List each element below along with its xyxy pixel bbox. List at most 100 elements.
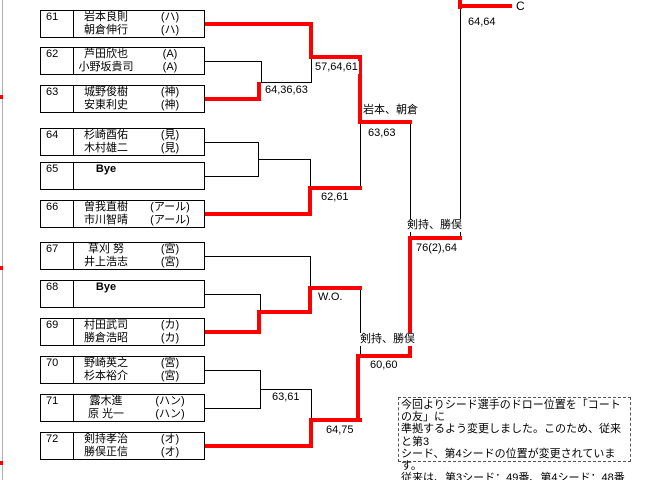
winner-path-line <box>309 55 362 59</box>
winner-path-line <box>309 418 362 422</box>
entry-divider <box>73 129 74 155</box>
bracket-line <box>258 159 310 160</box>
player-name: 城野俊樹 <box>84 86 128 98</box>
player-name: 剣持孝治 <box>84 433 128 445</box>
entry-number: 69 <box>46 319 59 331</box>
affiliation: (宮) <box>160 243 180 255</box>
entry-number: 65 <box>46 163 59 175</box>
entry-number: 70 <box>46 357 59 369</box>
winner-path-line <box>205 212 312 216</box>
winner-path-line <box>257 82 261 101</box>
entry-box: 61 岩本良則 (ハ) 朝倉伸行 (ハ) <box>40 10 205 38</box>
bracket-line <box>205 256 310 257</box>
entry-box: 62 芦田欣也 (A) 小野坂貴司 (A) <box>40 47 205 75</box>
affiliation: (アール) <box>150 214 190 226</box>
entry-box: 72 剣持孝治 (オ) 勝俣正信 (オ) <box>40 432 205 460</box>
entry-box: 65 Bye <box>40 162 205 190</box>
bracket-line <box>205 142 258 143</box>
player-name: 木村雄二 <box>84 142 128 154</box>
edge-marker <box>0 266 3 270</box>
affiliation: (A) <box>162 48 178 60</box>
bracket-line <box>310 256 311 288</box>
entry-number: 63 <box>46 86 59 98</box>
player-name: 安東利史 <box>84 99 128 111</box>
edge-marker <box>0 461 3 465</box>
bracket-line <box>205 408 260 409</box>
affiliation: (宮) <box>160 357 180 369</box>
affiliation: (ハ) <box>160 24 180 36</box>
player-name: 杉崎酉佑 <box>84 129 128 141</box>
entry-divider <box>73 395 74 421</box>
winner-path-line <box>205 97 261 101</box>
score-label: 76(2),64 <box>415 242 458 255</box>
winner-path-line <box>308 186 362 190</box>
page-edge-line <box>2 0 3 480</box>
bracket-line <box>205 370 260 371</box>
entry-box: 70 野崎英之 (宮) 杉本裕介 (宮) <box>40 356 205 384</box>
player-name: 勝俣正信 <box>84 446 128 458</box>
player-name: 井上浩志 <box>84 256 128 268</box>
note-box: 今回よりシード選手のドロー位置を「コートの友」に 準拠するよう変更しました。この… <box>398 397 631 480</box>
player-name: 岩本良則 <box>84 11 128 23</box>
entry-box: 63 城野俊樹 (神) 安東利史 (神) <box>40 85 205 113</box>
affiliation: (神) <box>160 86 180 98</box>
entry-divider <box>73 86 74 112</box>
score-label: 64,64 <box>467 16 497 29</box>
entry-divider <box>73 163 74 189</box>
winner-path-line <box>205 330 261 334</box>
bracket-line <box>360 124 361 188</box>
score-label: W.O. <box>317 291 344 304</box>
affiliation: (見) <box>160 142 180 154</box>
entry-box: 67 草刈 努 (宮) 井上浩志 (宮) <box>40 242 205 270</box>
winner-label: 剣持、勝俣 <box>406 219 463 232</box>
bracket-line <box>360 288 361 355</box>
affiliation: (A) <box>162 61 178 73</box>
score-label: 60,60 <box>369 359 399 372</box>
affiliation: (宮) <box>160 256 180 268</box>
affiliation: (オ) <box>160 446 180 458</box>
affiliation: (神) <box>160 99 180 111</box>
player-name: 市川智晴 <box>84 214 128 226</box>
player-name: 小野坂貴司 <box>78 61 134 73</box>
entry-box: 69 村田武司 (カ) 勝倉浩昭 (カ) <box>40 318 205 346</box>
winner-path-line <box>309 22 313 59</box>
bracket-line <box>260 389 311 390</box>
affiliation: (ハン) <box>155 408 185 420</box>
winner-path-line <box>358 55 362 124</box>
bracket-line <box>261 61 262 83</box>
note-line: 準拠するよう変更しました。このため、従来と第3 <box>401 423 621 448</box>
note-line: 今回よりシード選手のドロー位置を「コートの友」に <box>401 399 621 424</box>
player-name: 芦田欣也 <box>84 48 128 60</box>
player-name: 草刈 努 <box>87 243 125 255</box>
winner-label: 岩本、朝倉 <box>362 104 419 117</box>
player-name: 杉本裕介 <box>84 370 128 382</box>
entry-divider <box>73 281 74 307</box>
winner-path-line <box>408 236 462 240</box>
affiliation: (宮) <box>160 370 180 382</box>
note-line: 従来は、第3シード：49番、第4シード：48番でした <box>401 472 625 480</box>
player-name: 露木進 <box>89 395 123 407</box>
champion-mark: C <box>515 0 526 13</box>
affiliation: (ハン) <box>155 395 185 407</box>
bye-label: Bye <box>95 163 117 175</box>
player-name: 曽我直樹 <box>84 201 128 213</box>
entry-box: 64 杉崎酉佑 (見) 木村雄二 (見) <box>40 128 205 156</box>
bracket-line <box>311 57 312 83</box>
edge-marker <box>0 95 3 99</box>
winner-path-line <box>408 236 412 358</box>
bracket-line <box>205 176 258 177</box>
bracket-line <box>311 389 312 420</box>
player-name: 村田武司 <box>84 319 128 331</box>
player-name: 勝倉浩昭 <box>84 332 128 344</box>
score-label: 64,36,63 <box>264 84 309 97</box>
entry-number: 68 <box>46 281 59 293</box>
entry-divider <box>73 11 74 37</box>
affiliation: (ハ) <box>160 11 180 23</box>
winner-path-line <box>458 4 512 8</box>
affiliation: (カ) <box>160 319 180 331</box>
score-label: 64,75 <box>325 424 355 437</box>
player-name: 朝倉伸行 <box>84 24 128 36</box>
affiliation: (オ) <box>160 433 180 445</box>
entry-number: 61 <box>46 11 59 23</box>
entry-number: 72 <box>46 433 59 445</box>
